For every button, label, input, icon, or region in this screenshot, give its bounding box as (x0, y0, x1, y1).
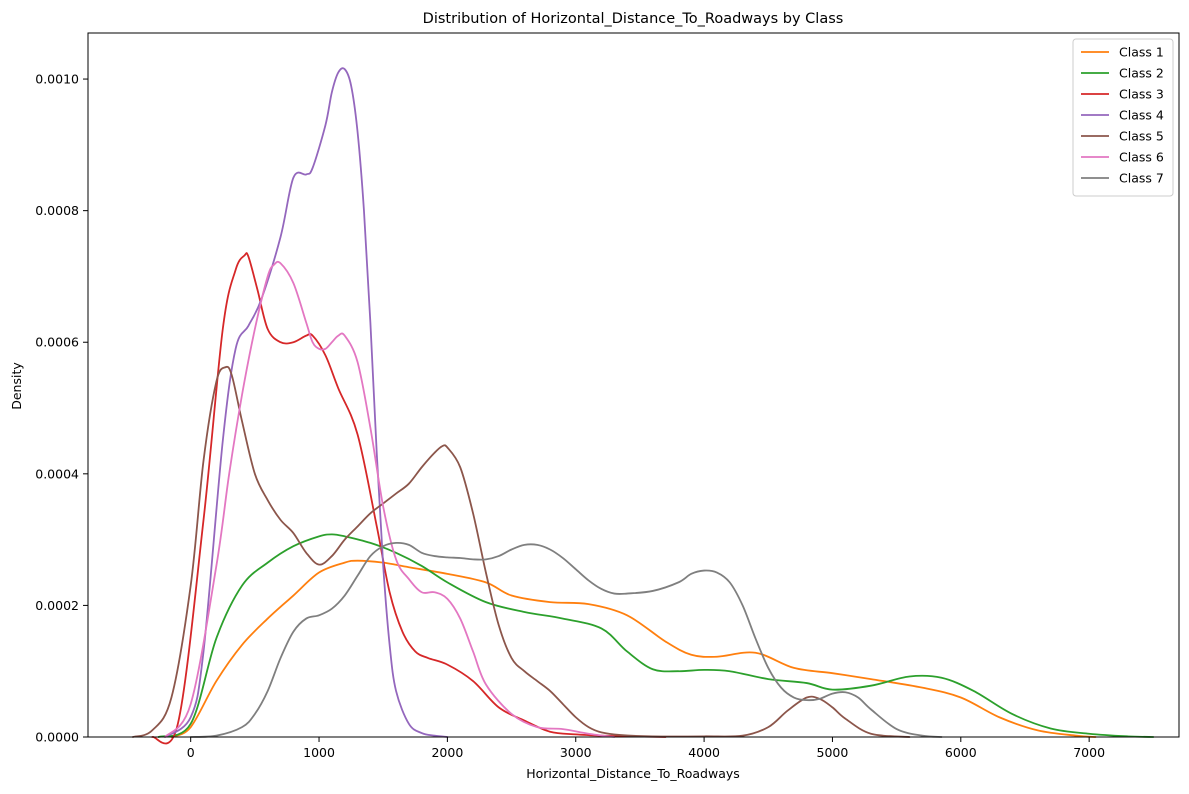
legend-label-class-3: Class 3 (1119, 87, 1164, 102)
x-tick-label: 0 (187, 745, 195, 760)
y-tick-label: 0.0010 (35, 72, 79, 87)
y-axis-label: Density (9, 362, 24, 410)
plot-frame (87, 32, 1180, 738)
legend-label-class-4: Class 4 (1119, 108, 1164, 123)
x-tick-label: 5000 (817, 745, 849, 760)
legend-label-class-6: Class 6 (1119, 150, 1164, 165)
plot-area (87, 32, 1180, 745)
series-line-class-6 (164, 260, 616, 738)
x-tick-label: 4000 (688, 745, 720, 760)
series-line-class-3 (151, 252, 667, 745)
series-line-class-7 (189, 541, 943, 738)
y-tick-label: 0.0002 (35, 598, 79, 613)
y-tick-label: 0.0008 (35, 203, 79, 218)
y-tick-label: 0.0006 (35, 335, 79, 350)
x-axis-label: Horizontal_Distance_To_Roadways (526, 766, 740, 781)
y-tick-label: 0.0000 (35, 730, 79, 745)
chart-title: Distribution of Horizontal_Distance_To_R… (423, 11, 844, 27)
legend: Class 1 Class 2 Class 3 Class 4 Class 5 Class… (1072, 38, 1174, 197)
y-axis: 0.0000 0.0002 0.0004 0.0006 0.0008 0.0010 (35, 72, 88, 745)
series-line-class-4 (164, 67, 449, 738)
legend-label-class-2: Class 2 (1119, 66, 1164, 81)
y-tick-label: 0.0004 (35, 466, 79, 481)
x-tick-label: 3000 (560, 745, 592, 760)
series-line-class-5 (132, 365, 911, 738)
x-tick-label: 2000 (431, 745, 463, 760)
legend-label-class-1: Class 1 (1119, 45, 1164, 60)
legend-label-class-5: Class 5 (1119, 129, 1164, 144)
x-axis: 0 1000 2000 3000 4000 5000 6000 7000 (187, 737, 1105, 760)
x-tick-label: 1000 (303, 745, 335, 760)
x-tick-label: 7000 (1073, 745, 1105, 760)
series-line-class-2 (157, 533, 1155, 738)
x-tick-label: 6000 (945, 745, 977, 760)
legend-label-class-7: Class 7 (1119, 171, 1164, 186)
series-line-class-1 (170, 559, 1097, 738)
